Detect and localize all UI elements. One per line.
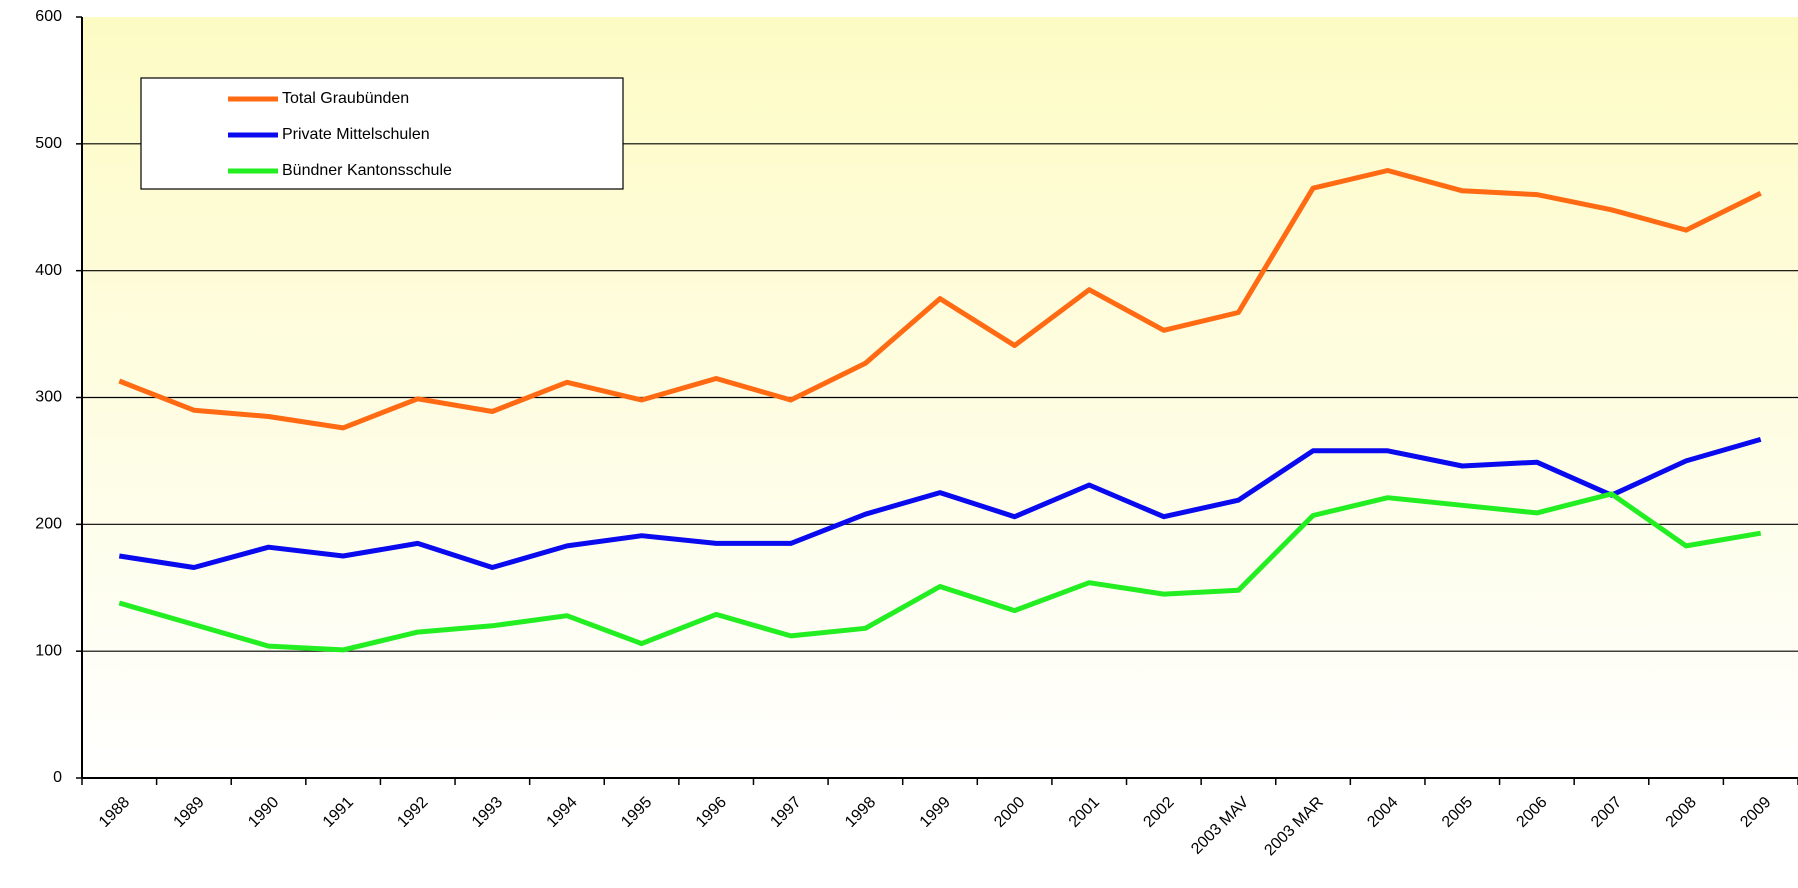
x-tick-label: 1993 [469, 794, 506, 831]
x-tick-label: 2009 [1737, 794, 1774, 831]
x-tick-label: 1995 [618, 794, 655, 831]
x-tick-label: 2004 [1364, 794, 1401, 831]
legend-label: Bündner Kantonsschule [282, 162, 452, 179]
x-tick-label: 2003 MAV [1188, 794, 1252, 858]
y-tick-label: 600 [35, 8, 62, 25]
x-tick-label: 2007 [1588, 794, 1625, 831]
x-tick-label: 1996 [693, 794, 730, 831]
x-tick-label: 1992 [394, 794, 431, 831]
y-tick-label: 200 [35, 516, 62, 533]
x-tick-label: 2001 [1066, 794, 1103, 831]
legend-label: Private Mittelschulen [282, 126, 430, 143]
x-tick-label: 2000 [991, 794, 1028, 831]
x-tick-label: 2005 [1439, 794, 1476, 831]
x-tick-label: 1991 [320, 794, 357, 831]
legend-label: Total Graubünden [282, 90, 409, 107]
x-tick-label: 2002 [1140, 794, 1177, 831]
legend-box [140, 77, 624, 190]
x-tick-label: 2008 [1663, 794, 1700, 831]
x-tick-label: 1999 [917, 794, 954, 831]
x-tick-label: 1990 [245, 794, 282, 831]
y-tick-label: 300 [35, 389, 62, 406]
x-tick-label: 1998 [842, 794, 879, 831]
series-line [118, 436, 1762, 570]
x-tick-label: 2003 MAR [1261, 794, 1326, 859]
y-tick-label: 500 [35, 135, 62, 152]
x-tick-label: 1989 [171, 794, 208, 831]
y-tick-label: 400 [35, 262, 62, 279]
x-tick-label: 2006 [1513, 794, 1550, 831]
series-line [118, 168, 1762, 431]
x-tick-label: 1994 [544, 794, 581, 831]
y-tick-label: 0 [53, 769, 62, 786]
x-tick-label: 1997 [767, 794, 804, 831]
x-tick-label: 1988 [96, 794, 133, 831]
series-line [118, 491, 1762, 653]
y-tick-label: 100 [35, 642, 62, 659]
